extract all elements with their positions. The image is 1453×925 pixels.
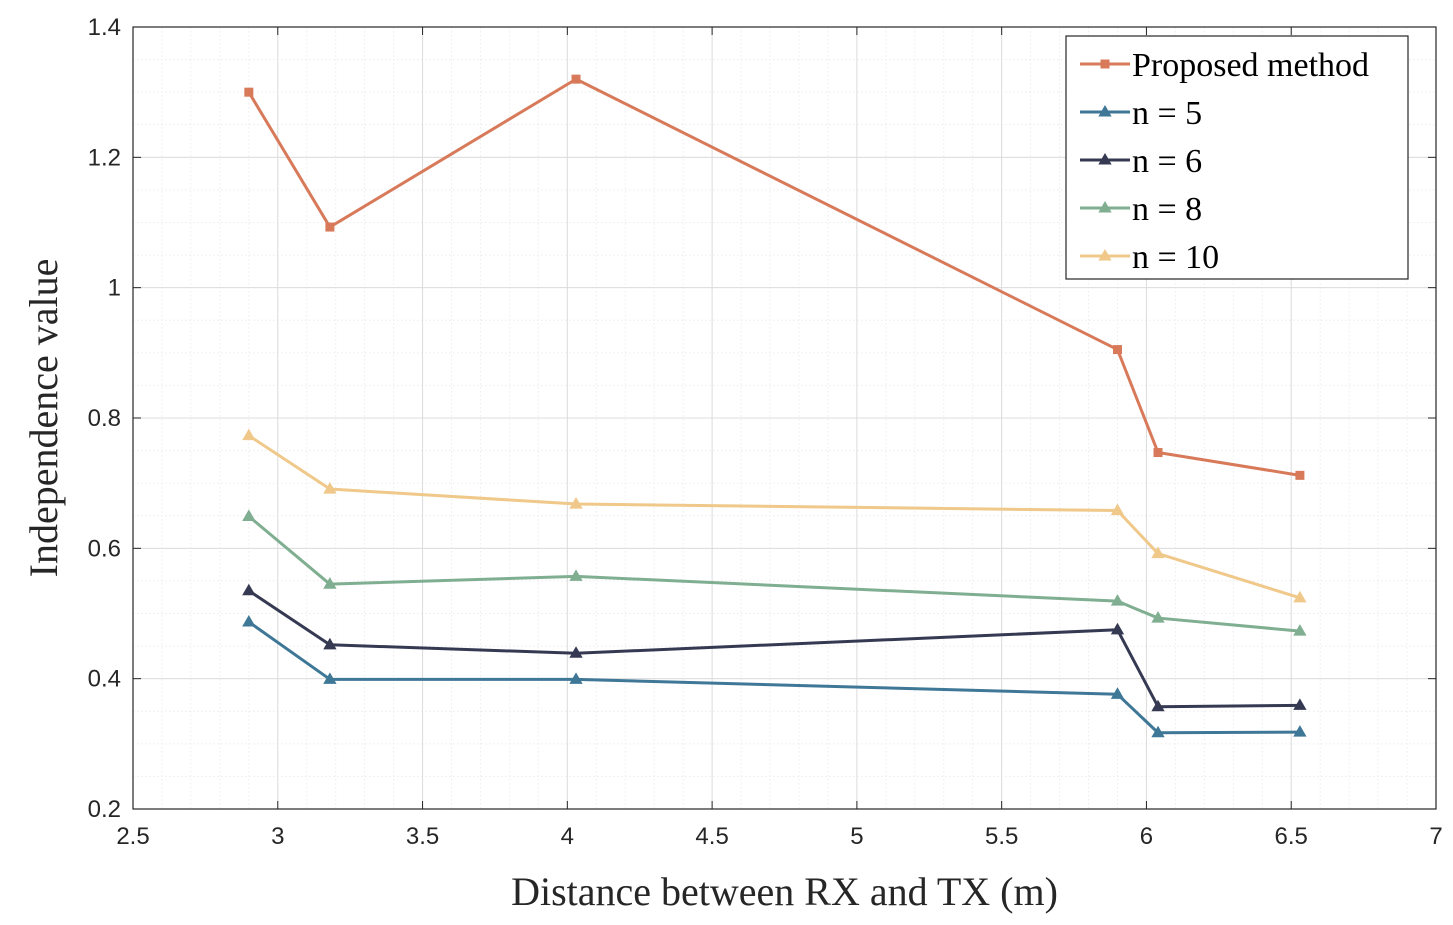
x-tick-label: 2.5 xyxy=(116,823,149,850)
y-tick-label: 0.2 xyxy=(88,796,121,823)
data-point-n-10 xyxy=(569,497,583,509)
x-tick-label: 3.5 xyxy=(406,823,439,850)
data-point-proposed-method xyxy=(1153,448,1163,458)
data-point-n-5 xyxy=(242,614,256,627)
legend-label-proposed-method: Proposed method xyxy=(1132,47,1369,84)
data-point-n-8 xyxy=(323,577,337,589)
x-tick-label: 3 xyxy=(271,823,284,850)
y-tick-label: 1.4 xyxy=(88,14,121,41)
data-point-n-6 xyxy=(569,646,583,658)
data-point-proposed-method xyxy=(571,74,581,84)
legend-label-n-5: n = 5 xyxy=(1132,95,1202,132)
series-n-5 xyxy=(242,614,1307,738)
legend-marker-n-6 xyxy=(1098,153,1112,165)
data-point-n-10 xyxy=(323,482,337,494)
series-n-8 xyxy=(242,509,1307,636)
x-tick-label: 4 xyxy=(561,823,574,850)
series-n-10 xyxy=(242,428,1307,603)
data-point-n-8 xyxy=(1151,611,1165,623)
data-point-proposed-method xyxy=(1112,345,1122,355)
series-group xyxy=(242,74,1307,738)
data-point-n-6 xyxy=(1293,698,1307,710)
data-point-n-5 xyxy=(1151,725,1165,738)
series-line-proposed-method xyxy=(247,77,1301,477)
y-tick-label: 1.2 xyxy=(88,144,121,171)
data-point-n-10 xyxy=(242,428,256,441)
data-point-n-6 xyxy=(1151,699,1165,712)
data-point-n-8 xyxy=(1110,594,1125,606)
data-point-proposed-method xyxy=(325,222,335,232)
axis-ticks: 2.5 3 3.5 4 4.5 5 5.5 6 6.5 7 0.2 0.4 0.6 0.8 1 1.2 1.4 xyxy=(88,14,1443,850)
data-point-n-8 xyxy=(242,509,256,521)
data-point-n-8 xyxy=(569,569,583,581)
data-point-n-5 xyxy=(569,672,583,684)
y-tick-label: 1 xyxy=(108,275,121,302)
x-tick-label: 6 xyxy=(1140,823,1153,850)
legend-label-n-10: n = 10 xyxy=(1132,239,1219,276)
data-point-n-8 xyxy=(1293,624,1307,636)
legend-label-n-6: n = 6 xyxy=(1132,143,1202,180)
data-point-n-5 xyxy=(1110,687,1125,699)
legend-label-n-8: n = 8 xyxy=(1132,191,1202,228)
legend-marker-proposed-method xyxy=(1100,59,1110,69)
legend: Proposed method n = 5 n = 6 n = 8 n = 10 xyxy=(1065,35,1409,280)
series-line-n-5 xyxy=(247,620,1300,735)
y-tick-label: 0.8 xyxy=(88,405,121,432)
data-point-n-10 xyxy=(1151,546,1165,559)
data-point-n-10 xyxy=(1293,590,1307,603)
series-line-n-10 xyxy=(247,434,1301,600)
data-point-n-5 xyxy=(323,672,337,684)
data-point-proposed-method xyxy=(244,87,254,97)
data-point-n-6 xyxy=(1110,622,1125,635)
x-axis-title: Distance between RX and TX (m) xyxy=(511,869,1058,914)
legend-marker-n-8 xyxy=(1098,201,1112,213)
y-axis-title: Independence value xyxy=(21,259,66,578)
data-point-n-6 xyxy=(323,637,337,650)
series-n-6 xyxy=(242,583,1307,712)
series-line-n-8 xyxy=(247,515,1301,633)
data-point-proposed-method xyxy=(1295,470,1305,480)
data-point-n-5 xyxy=(1293,725,1307,737)
x-tick-label: 6.5 xyxy=(1275,823,1308,850)
x-tick-label: 5 xyxy=(850,823,863,850)
x-tick-label: 7 xyxy=(1429,823,1442,850)
series-proposed-method xyxy=(244,74,1305,480)
y-tick-label: 0.6 xyxy=(88,535,121,562)
legend-box xyxy=(1065,35,1409,280)
y-tick-label: 0.4 xyxy=(88,666,121,693)
legend-marker-n-5 xyxy=(1098,105,1112,117)
legend-marker-n-10 xyxy=(1098,249,1112,261)
x-tick-label: 5.5 xyxy=(985,823,1018,850)
series-line-n-6 xyxy=(247,589,1300,709)
x-tick-label: 4.5 xyxy=(695,823,728,850)
data-point-n-6 xyxy=(242,583,256,596)
data-point-n-10 xyxy=(1110,503,1125,516)
